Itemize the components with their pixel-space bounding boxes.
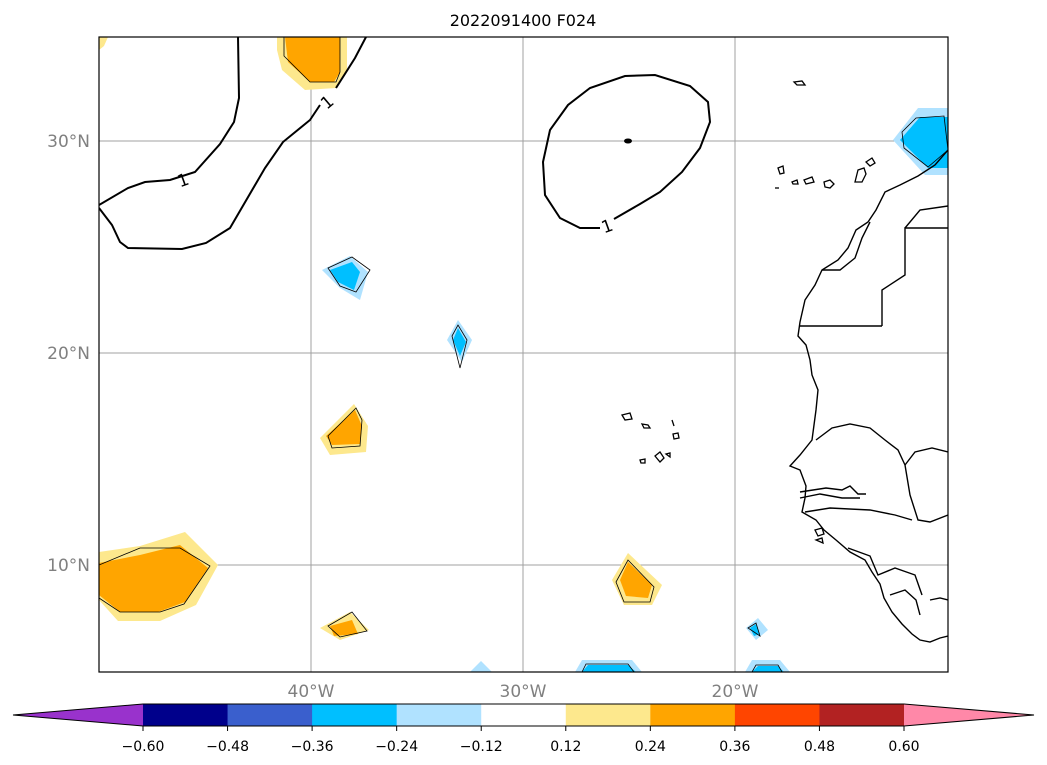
colorbar-tick-label: −0.48 <box>206 739 249 755</box>
thick-contours <box>99 37 712 251</box>
island-capeverde-2 <box>640 423 652 429</box>
plot-area: 1 1 1 <box>99 37 948 672</box>
island-capeverde-3 <box>671 419 675 427</box>
island-bijagos-1 <box>814 527 825 537</box>
colorbar-segment <box>650 704 736 726</box>
colorbar-tick-label: 0.24 <box>635 739 666 755</box>
border-2 <box>881 227 948 326</box>
anomaly-patch-7n-right-inner <box>750 624 760 636</box>
anomaly-patch-7n-inner <box>330 620 358 636</box>
center-dot <box>624 138 632 144</box>
thin-contour-9n <box>615 559 655 603</box>
island-madeira <box>777 165 785 175</box>
lat-labels: 30°N 20°N 10°N <box>47 132 90 576</box>
border-4 <box>822 221 871 271</box>
island-bijagos-2 <box>814 537 824 545</box>
thin-contour-16n <box>327 407 363 449</box>
colorbar-segment <box>396 704 482 726</box>
gambia <box>799 485 866 495</box>
border-5 <box>815 423 906 466</box>
border-9 <box>847 547 923 596</box>
colorbar-segment <box>819 704 905 726</box>
colorbar-tick-label: −0.60 <box>122 739 165 755</box>
colorbar-tick-label: 0.12 <box>550 739 581 755</box>
island-azores <box>792 80 807 86</box>
thin-contour-7n <box>327 611 368 638</box>
lat-label-10n: 10°N <box>47 556 90 576</box>
thick-contour-left-bottom <box>99 104 321 251</box>
colorbar-tick-label: −0.12 <box>460 739 503 755</box>
colorbar-segment <box>312 704 398 726</box>
colorbar-tick-label: −0.24 <box>375 739 418 755</box>
thin-contour-24n <box>327 256 371 293</box>
thick-contour-left-top <box>99 37 241 206</box>
island-capeverde-7 <box>664 452 671 459</box>
anomaly-patch-bottom-1 <box>470 661 492 672</box>
islands <box>620 80 876 545</box>
border-6 <box>904 447 948 466</box>
coastlines <box>788 149 948 643</box>
colorbar-tick-label: 0.36 <box>719 739 750 755</box>
colorbar-tick-label: 0.48 <box>804 739 835 755</box>
colorbar-tick-label: 0.60 <box>888 739 919 755</box>
anomaly-patch-24n-inner <box>330 262 360 290</box>
island-canary-4 <box>823 179 835 189</box>
island-canary-2 <box>791 179 799 185</box>
gambia-2 <box>799 493 860 499</box>
anomaly-patch-10n-inner <box>99 545 208 612</box>
anomaly-patch-30n-right-inner <box>900 117 948 168</box>
anomaly-patch-topleft <box>99 37 108 50</box>
island-capeverde-1 <box>620 412 633 421</box>
thin-contour-20n <box>451 324 468 369</box>
lat-label-30n: 30°N <box>47 132 90 152</box>
colorbar-segment <box>565 704 651 726</box>
colorbar-extend-max <box>904 704 1034 726</box>
border-8 <box>904 464 948 523</box>
border-3 <box>904 205 948 229</box>
lon-label-30w: 30°W <box>500 682 547 702</box>
gridlines <box>99 37 948 672</box>
border-7 <box>804 507 913 521</box>
lat-label-20n: 20°N <box>47 344 90 364</box>
thick-contour-oval <box>541 73 712 229</box>
island-capeverde-4 <box>672 432 680 440</box>
lon-labels: 40°W 30°W 20°W <box>288 682 759 702</box>
border-11 <box>929 597 948 601</box>
anomaly-patch-16n-inner <box>326 410 362 445</box>
colorbar-segment <box>227 704 313 726</box>
thick-contour-left-upper-arm <box>335 37 367 89</box>
colorbar-segment <box>734 704 820 726</box>
colorbar: −0.60 −0.48 −0.36 −0.24 −0.12 0.12 0.24 0.36 0.4… <box>12 703 1035 755</box>
colorbar-segments <box>143 704 905 726</box>
thin-contour-30n-right <box>901 115 948 168</box>
negative-anomaly-patches <box>322 108 948 672</box>
colorbar-ticks: −0.60 −0.48 −0.36 −0.24 −0.12 0.12 0.24 0.36 0.4… <box>122 726 920 755</box>
island-capeverde-6 <box>654 451 665 463</box>
plot-frame <box>98 36 949 673</box>
thin-contour-bottom-2 <box>581 663 635 672</box>
thin-contour-bottom-3 <box>751 664 783 672</box>
thin-contour-7n-right <box>747 622 761 637</box>
thin-contour-top <box>283 37 341 83</box>
colorbar-segment <box>143 704 229 726</box>
island-capeverde-5 <box>639 458 646 464</box>
anomaly-patch-9n-inner <box>620 562 652 598</box>
anomaly-patch-20n-inner <box>453 328 466 356</box>
colorbar-tick-label: −0.36 <box>291 739 334 755</box>
island-canary-3 <box>803 176 815 185</box>
colorbar-segment <box>481 704 567 726</box>
anomaly-patch-bottom-2-inner <box>582 665 636 672</box>
island-canary-5 <box>854 167 867 183</box>
thin-contours <box>99 37 948 672</box>
figure-title: 2022091400 F024 <box>450 11 597 30</box>
colorbar-extend-min <box>13 704 143 726</box>
lon-label-40w: 40°W <box>288 682 335 702</box>
island-canary-6 <box>864 157 876 167</box>
lon-label-20w: 20°W <box>712 682 759 702</box>
anomaly-patch-bottom-3-inner <box>752 666 784 672</box>
africa-west-coast <box>788 149 948 643</box>
border-10 <box>889 589 921 616</box>
thin-contour-10n <box>99 547 211 613</box>
